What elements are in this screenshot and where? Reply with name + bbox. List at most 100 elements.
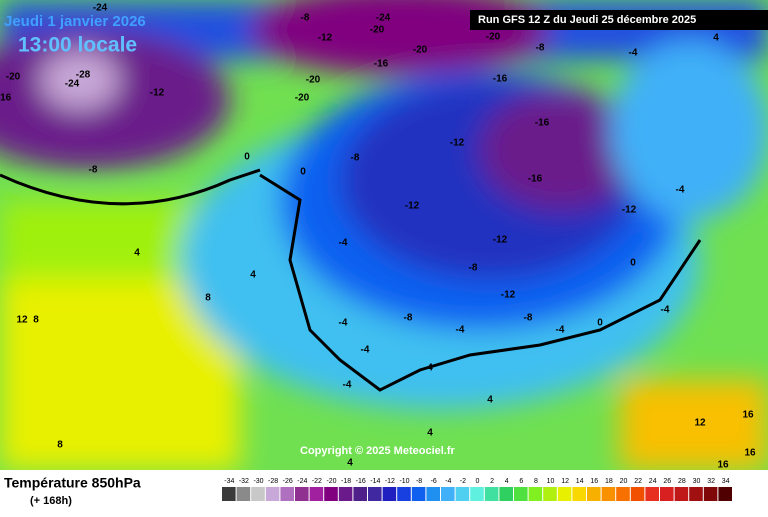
contour-label: -20 (486, 32, 501, 43)
copyright: Copyright © 2025 Meteociel.fr (300, 445, 456, 457)
contour-label: 8 (33, 315, 39, 326)
scale-label: 20 (620, 478, 628, 485)
scale-label: -6 (431, 478, 437, 485)
scale-label: 18 (605, 478, 613, 485)
contour-label: -12 (318, 33, 333, 44)
scale-swatch (338, 487, 353, 501)
contour-label: -8 (469, 263, 478, 274)
contour-label: 16 (742, 410, 754, 421)
contour-label: 4 (487, 395, 493, 406)
contour-label: 16 (744, 448, 756, 459)
scale-swatch (397, 487, 411, 501)
scale-label: 14 (576, 478, 584, 485)
zero-isotherm (259, 173, 702, 392)
scale-swatch (251, 487, 265, 501)
contour-label: -12 (450, 138, 465, 149)
scale-label: 6 (519, 478, 523, 485)
scale-label: -18 (341, 478, 351, 485)
footer-lead: (+ 168h) (30, 495, 72, 507)
footer-title: Température 850hPa (4, 475, 141, 491)
scale-swatch (557, 487, 572, 501)
scale-label: 16 (590, 478, 598, 485)
contour-label: -24 (376, 13, 391, 24)
scale-label: -24 (297, 478, 307, 485)
scale-label: -22 (312, 478, 322, 485)
contour-label: 0 (597, 318, 603, 329)
scale-label: 30 (693, 478, 701, 485)
scale-label: 24 (649, 478, 657, 485)
contour-label: -8 (89, 165, 98, 176)
scale-swatch (514, 487, 528, 501)
time-text: 13:00 locale (18, 34, 137, 57)
contour-label: -12 (493, 235, 508, 246)
scale-swatch (382, 487, 397, 501)
scale-label: 10 (547, 478, 555, 485)
contour-label: -12 (150, 88, 165, 99)
scale-swatch (368, 487, 382, 501)
contour-label: 16 (717, 460, 729, 471)
contour-label: 4 (713, 33, 719, 44)
contour-label: -28 (76, 70, 91, 81)
scale-swatch (572, 487, 586, 501)
scale-swatch (703, 487, 718, 501)
scale-swatch (484, 487, 499, 501)
scale-swatch (236, 487, 251, 501)
scale-label: 26 (663, 478, 671, 485)
contour-label: -24 (65, 79, 80, 90)
contour-label: -16 (374, 59, 389, 70)
contour-label: 12 (16, 315, 28, 326)
scale-swatch (616, 487, 630, 501)
scale-swatch (295, 487, 309, 501)
scale-swatch (718, 487, 732, 501)
temperature-field (0, 0, 768, 470)
scale-label: -8 (416, 478, 422, 485)
contour-label: -12 (405, 201, 420, 212)
contour-label: -4 (339, 238, 348, 249)
scale-swatch (601, 487, 616, 501)
scale-label: 28 (678, 478, 686, 485)
contour-label: -8 (536, 43, 545, 54)
scale-swatch (674, 487, 689, 501)
scale-label: -14 (370, 478, 380, 485)
scale-swatch (265, 487, 280, 501)
scale-swatch (470, 487, 484, 501)
scale-label: -4 (445, 478, 451, 485)
contour-label: 4 (427, 428, 433, 439)
scale-label: -12 (385, 478, 395, 485)
scale-swatch (645, 487, 659, 501)
scale-swatch (426, 487, 440, 501)
scale-swatch (630, 487, 645, 501)
scale-swatch (543, 487, 557, 501)
scale-label: -28 (268, 478, 278, 485)
contour-label: 4 (347, 458, 353, 469)
contour-label: -4 (661, 305, 670, 316)
scale-swatch (660, 487, 674, 501)
contour-label: -20 (370, 25, 385, 36)
scale-swatch (222, 487, 236, 501)
scale-swatch (353, 487, 367, 501)
contour-label: 8 (57, 440, 63, 451)
contour-label: 0 (300, 167, 306, 178)
color-scale: -34 -32 -30 -28 -26 -24 -22 -20 -18 -16 -14 -12 -10-… (222, 478, 732, 501)
contour-label: 0 (244, 152, 250, 163)
contour (0, 168, 261, 206)
scale-label: -20 (326, 478, 336, 485)
contour-label: -4 (556, 325, 565, 336)
scale-label: -16 (356, 478, 366, 485)
scale-label: 12 (561, 478, 569, 485)
contour-label: -12 (501, 290, 516, 301)
contour-label: 4 (134, 248, 140, 259)
run-text: Run GFS 12 Z du Jeudi 25 décembre 2025 (478, 14, 696, 26)
scale-label: 4 (505, 478, 509, 485)
scale-label: -32 (239, 478, 249, 485)
scale-label: 2 (490, 478, 494, 485)
scale-swatch (587, 487, 601, 501)
date-text: Jeudi 1 janvier 2026 (4, 13, 146, 30)
scale-swatch (280, 487, 294, 501)
contour-label: -20 (306, 75, 321, 86)
scale-label: -10 (399, 478, 409, 485)
contour-label: -4 (339, 318, 348, 329)
contour-label: -4 (343, 380, 352, 391)
contour-label: 0 (630, 258, 636, 269)
contour-label: -20 (295, 93, 310, 104)
